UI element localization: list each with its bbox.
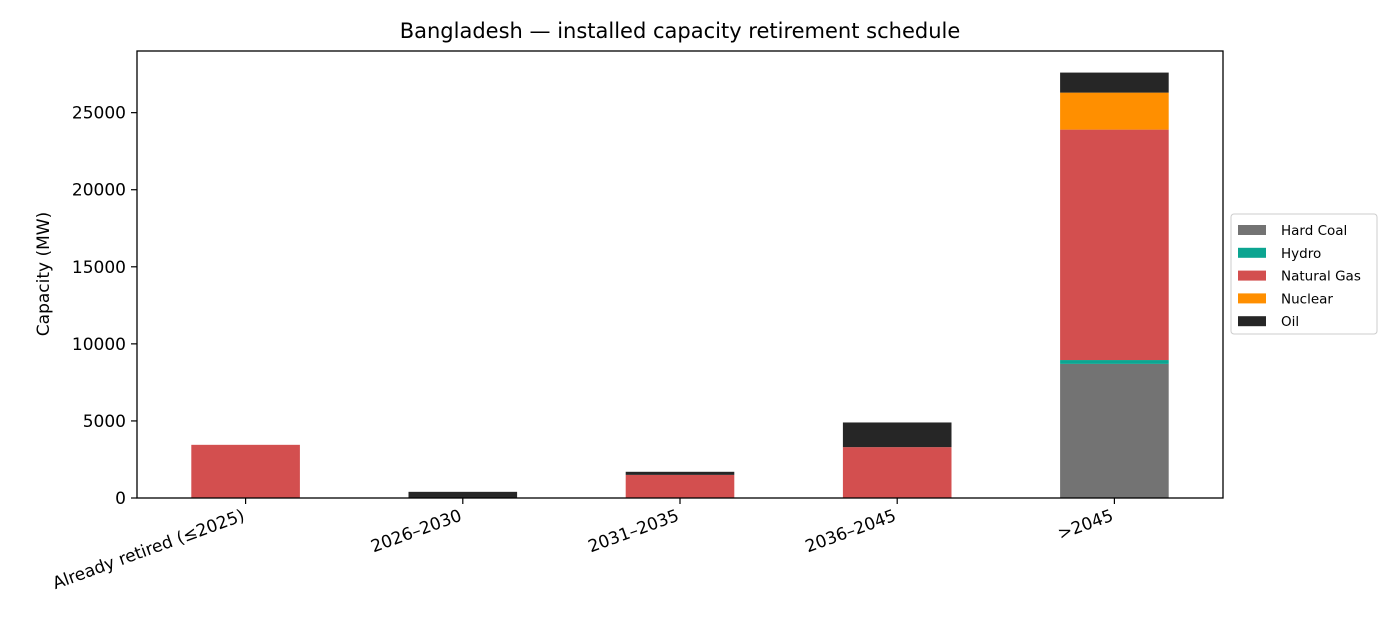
bar-nuclear-4 (1060, 92, 1169, 130)
bar-hydro-4 (1060, 360, 1169, 364)
bar-hard-coal-4 (1060, 363, 1169, 498)
y-tick-label: 10000 (72, 335, 126, 355)
y-tick-label: 0 (115, 489, 126, 509)
legend-label: Hydro (1281, 246, 1321, 262)
legend-swatch (1238, 225, 1266, 235)
legend-swatch (1238, 270, 1266, 281)
x-axis: Already retired (≤2025) 2026–2030 2031–203… (50, 498, 1116, 594)
legend-swatch (1238, 247, 1266, 258)
y-axis-label: Capacity (MW) (34, 212, 54, 336)
y-tick-label: 20000 (72, 181, 126, 201)
bar-natural-gas-0 (191, 444, 300, 498)
bar-natural-gas-3 (842, 447, 952, 498)
bar-oil-4 (1060, 72, 1169, 93)
bars-layer (191, 72, 1169, 498)
y-tick-label: 25000 (72, 104, 126, 124)
legend-label: Natural Gas (1281, 269, 1361, 285)
bar-oil-1 (408, 491, 518, 498)
x-tick-label: 2031–2035 (586, 506, 682, 557)
y-tick-label: 5000 (83, 412, 126, 432)
legend-swatch (1238, 293, 1266, 304)
legend: Hard Coal Hydro Natural Gas Nuclear Oil (1230, 213, 1378, 335)
x-tick-label: 2036–2045 (803, 506, 899, 557)
legend-label: Hard Coal (1281, 223, 1347, 239)
legend-label: Oil (1281, 314, 1299, 330)
bar-natural-gas-4 (1060, 129, 1169, 361)
y-axis: 0 5000 10000 15000 20000 25000 (72, 104, 137, 509)
legend-swatch (1238, 316, 1266, 327)
y-tick-label: 15000 (72, 258, 126, 278)
x-tick-label: Already retired (≤2025) (50, 506, 247, 594)
x-tick-label: 2026–2030 (368, 506, 464, 557)
chart-title: Bangladesh — installed capacity retireme… (400, 19, 961, 43)
x-tick-label: >2045 (1055, 506, 1116, 544)
bar-natural-gas-2 (625, 474, 735, 498)
legend-label: Nuclear (1281, 291, 1333, 307)
bar-oil-2 (625, 471, 735, 475)
bar-oil-3 (842, 422, 952, 448)
legend-frame (1230, 213, 1378, 335)
